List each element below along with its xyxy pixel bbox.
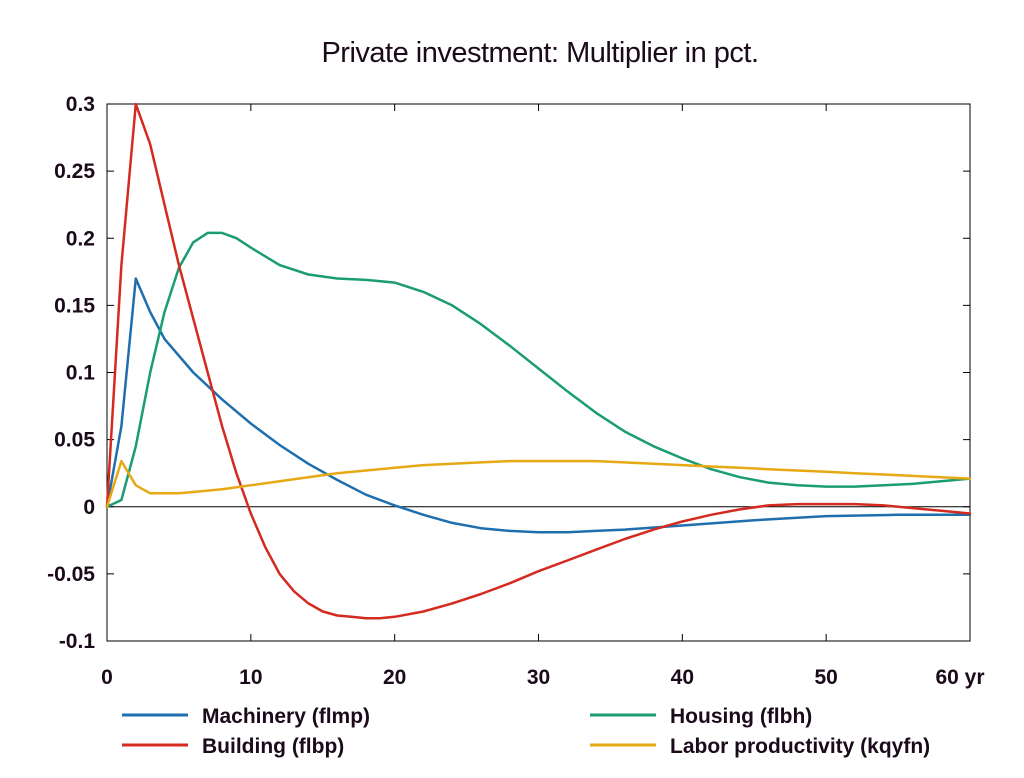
legend-label: Building (flbp) (202, 735, 344, 758)
y-tick-label: 0.05 (54, 429, 95, 452)
legend-label: Labor productivity (kqyfn) (670, 735, 930, 758)
legend-item-3: Building (flbp) (122, 735, 344, 758)
legend-label: Housing (flbh) (670, 705, 812, 728)
x-tick-label: 50 (814, 666, 837, 689)
x-tick-label: 20 (383, 666, 406, 689)
y-tick-label: -0.05 (47, 563, 95, 586)
legend: Machinery (flmp) Housing (flbh) Building (… (122, 705, 930, 758)
series-line-3 (105, 102, 972, 620)
y-tick-label: 0.2 (66, 227, 95, 250)
chart-title: Private investment: Multiplier in pct. (321, 37, 758, 69)
y-tick-label: 0.1 (66, 362, 96, 385)
series-line-4 (105, 459, 972, 509)
x-tick-label: 60 yr (935, 666, 984, 689)
y-tick-label: 0.25 (54, 160, 95, 183)
x-axis: 0 10 20 30 40 50 60 yr (101, 104, 985, 689)
legend-item-2: Housing (flbh) (590, 705, 812, 728)
series-line-1 (105, 277, 972, 534)
y-tick-label: -0.1 (59, 630, 96, 653)
y-tick-label: 0.3 (66, 93, 95, 116)
legend-label: Machinery (flmp) (202, 705, 370, 728)
y-axis: -0.1 -0.05 0 0.05 0.1 0.15 0.2 0.25 0.3 (47, 93, 970, 653)
x-tick-label: 10 (239, 666, 262, 689)
legend-item-1: Machinery (flmp) (122, 705, 370, 728)
plot-area: -0.1 -0.05 0 0.05 0.1 0.15 0.2 0.25 0.3 0 10 20 30 4… (47, 93, 984, 689)
series-layer (105, 102, 972, 620)
legend-item-4: Labor productivity (kqyfn) (590, 735, 930, 758)
y-tick-label: 0.15 (54, 294, 95, 317)
x-tick-label: 30 (527, 666, 550, 689)
y-tick-label: 0 (83, 496, 95, 519)
series-line-2 (105, 231, 972, 509)
plot-frame (106, 103, 971, 642)
x-tick-label: 40 (671, 666, 694, 689)
x-tick-label: 0 (101, 666, 113, 689)
